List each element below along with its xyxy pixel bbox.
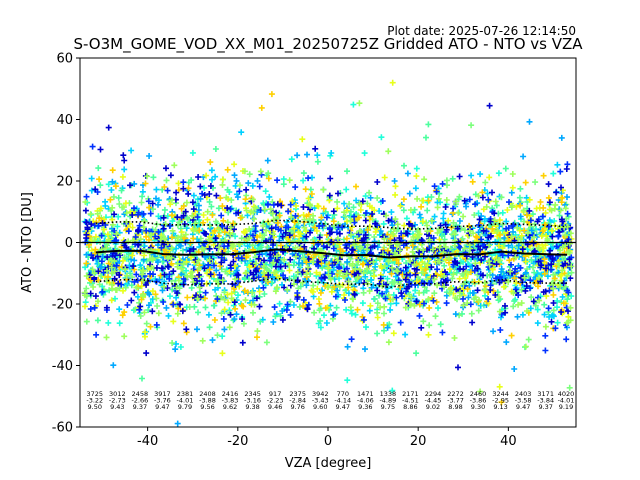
stat-std-15: 9.02 [426, 403, 440, 411]
stat-mean-6: -3.83 [222, 397, 239, 405]
stat-mean-5: -3.88 [199, 397, 216, 405]
bin-statistics: 3725-3.229.503012-2.739.432458-2.669.373… [86, 390, 574, 411]
mean-minus-std-line [95, 277, 567, 289]
stat-mean-14: -4.51 [402, 397, 419, 405]
stat-std-6: 9.62 [223, 403, 237, 411]
y-tick-label-0: -60 [52, 421, 73, 436]
mean-plus-std-line [95, 219, 568, 230]
stat-mean-7: -3.16 [244, 397, 261, 405]
stat-count-7: 2345 [244, 390, 261, 398]
stat-std-3: 9.47 [155, 403, 169, 411]
stat-mean-18: -2.95 [492, 397, 509, 405]
y-tick-label-3: 0 [65, 236, 73, 251]
stat-count-14: 2171 [402, 390, 419, 398]
mean-line [95, 248, 568, 259]
x-axis-ticks: -40 -20 0 20 40 [137, 427, 517, 449]
stat-mean-16: -3.77 [447, 397, 464, 405]
stat-count-9: 2375 [289, 390, 306, 398]
stat-count-5: 2408 [199, 390, 216, 398]
x-tick-label-0: -40 [137, 434, 158, 449]
stat-mean-11: -4.14 [334, 397, 351, 405]
stat-mean-1: -2.73 [109, 397, 126, 405]
stat-std-1: 9.43 [110, 403, 124, 411]
stat-std-4: 9.79 [178, 403, 192, 411]
stat-mean-10: -3.43 [312, 397, 329, 405]
stat-mean-4: -4.01 [177, 397, 194, 405]
stat-mean-15: -4.45 [425, 397, 442, 405]
x-tick-label-1: -20 [227, 434, 248, 449]
y-axis-label: ATO - NTO [DU] [20, 192, 35, 293]
stat-mean-19: -3.58 [515, 397, 532, 405]
stat-count-4: 2381 [177, 390, 194, 398]
stat-count-11: 770 [337, 390, 349, 398]
stat-std-7: 9.38 [245, 403, 259, 411]
stat-mean-13: -4.89 [379, 397, 396, 405]
stat-mean-17: -3.86 [470, 397, 487, 405]
stat-mean-21: -4.01 [558, 397, 575, 405]
stat-std-14: 8.86 [403, 403, 417, 411]
stat-count-12: 1471 [357, 390, 374, 398]
stat-std-0: 9.50 [88, 403, 102, 411]
stat-std-17: 9.30 [471, 403, 485, 411]
stat-std-20: 9.37 [538, 403, 552, 411]
y-tick-label-5: 40 [56, 113, 73, 128]
x-axis-label: VZA [degree] [285, 456, 372, 471]
stat-std-19: 9.47 [516, 403, 530, 411]
stat-std-11: 9.47 [336, 403, 350, 411]
stat-std-16: 8.98 [448, 403, 462, 411]
stat-std-10: 9.60 [313, 403, 327, 411]
y-tick-label-1: -40 [52, 359, 73, 374]
stat-std-8: 9.46 [268, 403, 282, 411]
stat-std-9: 9.76 [290, 403, 304, 411]
stat-count-1: 3012 [109, 390, 126, 398]
x-tick-label-4: 40 [500, 434, 517, 449]
y-tick-label-2: -20 [52, 298, 73, 313]
stat-count-3: 3917 [154, 390, 171, 398]
stat-mean-0: -3.22 [86, 397, 103, 405]
x-tick-label-3: 20 [410, 434, 427, 449]
stat-mean-9: -2.84 [289, 397, 306, 405]
stat-count-20: 3171 [537, 390, 554, 398]
stat-std-18: 9.13 [493, 403, 507, 411]
plot-date: Plot date: 2025-07-26 12:14:50 [387, 24, 576, 38]
stat-count-21: 4020 [558, 390, 575, 398]
stat-count-16: 2272 [447, 390, 464, 398]
stat-count-0: 3725 [87, 390, 104, 398]
stat-mean-20: -3.84 [537, 397, 554, 405]
y-axis-ticks: -60 -40 -20 0 20 40 60 [52, 52, 80, 436]
y-tick-label-6: 60 [56, 52, 73, 67]
x-tick-label-2: 0 [324, 434, 332, 449]
stat-std-5: 9.56 [200, 403, 214, 411]
stat-count-19: 2403 [515, 390, 532, 398]
stat-count-13: 1338 [380, 390, 397, 398]
stat-count-10: 3942 [312, 390, 329, 398]
stat-count-6: 2416 [222, 390, 239, 398]
stat-std-12: 9.36 [358, 403, 372, 411]
stat-count-2: 2458 [132, 390, 149, 398]
stat-count-18: 3244 [492, 390, 509, 398]
scatter-points [81, 79, 575, 427]
chart-title: S-O3M_GOME_VOD_XX_M01_20250725Z Gridded … [73, 35, 583, 54]
stat-std-21: 9.19 [559, 403, 573, 411]
stat-mean-8: -2.23 [267, 397, 284, 405]
stat-std-2: 9.37 [133, 403, 147, 411]
point-group-5 [82, 79, 575, 390]
stat-lines [80, 219, 576, 289]
y-tick-label-4: 20 [56, 175, 73, 190]
stat-mean-12: -4.06 [357, 397, 374, 405]
stat-count-17: 2460 [470, 390, 487, 398]
stat-mean-3: -3.76 [154, 397, 171, 405]
stat-std-13: 9.75 [381, 403, 395, 411]
stat-count-15: 2294 [425, 390, 442, 398]
stat-mean-2: -2.66 [131, 397, 148, 405]
stat-count-8: 917 [269, 390, 281, 398]
